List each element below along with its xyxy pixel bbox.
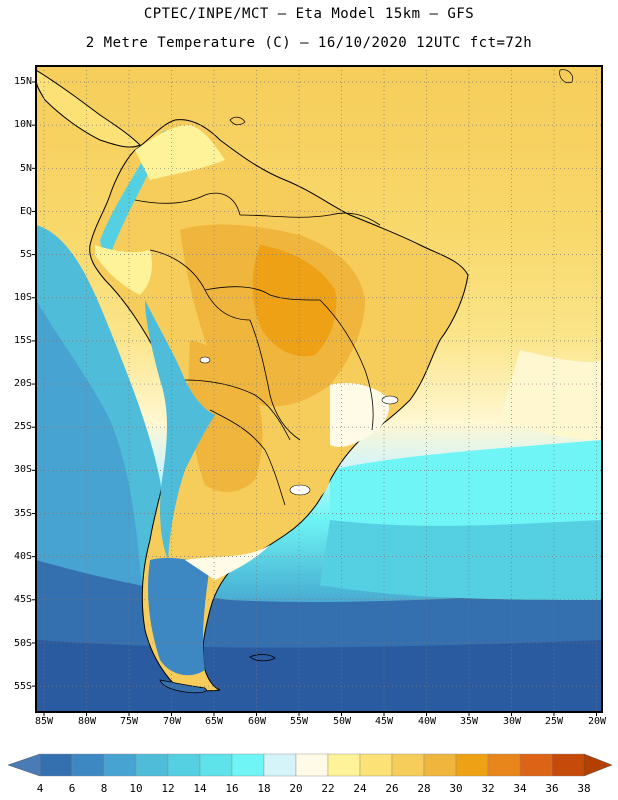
lat-label: 15S — [13, 335, 32, 346]
lat-label: 35S — [13, 508, 32, 519]
colorbar-swatch — [327, 753, 361, 777]
lon-label: 85W — [34, 716, 54, 727]
lat-label: 20S — [13, 378, 32, 389]
colorbar-label: 26 — [385, 782, 399, 795]
colorbar-label: 28 — [417, 782, 431, 795]
colorbar-swatch — [551, 753, 585, 777]
colorbar — [7, 753, 613, 777]
map-title: CPTEC/INPE/MCT – Eta Model 15km – GFS — [143, 6, 475, 22]
colorbar-arrow-left — [7, 753, 41, 777]
colorbar-label: 22 — [321, 782, 335, 795]
lon-label: 25W — [544, 716, 564, 727]
colorbar-swatch — [487, 753, 521, 777]
lon-label: 40W — [417, 716, 437, 727]
colorbar-swatch — [519, 753, 553, 777]
colorbar-label: 20 — [289, 782, 303, 795]
colorbar-label: 12 — [161, 782, 175, 795]
lon-label: 55W — [289, 716, 309, 727]
colorbar-swatch — [167, 753, 201, 777]
colorbar-label: 30 — [449, 782, 463, 795]
colorbar-label: 18 — [257, 782, 271, 795]
colorbar-label: 6 — [68, 782, 76, 795]
colorbar-swatch — [423, 753, 457, 777]
lon-label: 65W — [204, 716, 224, 727]
lon-label: 35W — [459, 716, 479, 727]
map-frame — [35, 65, 603, 713]
lon-label: 45W — [374, 716, 394, 727]
map-field — [36, 66, 602, 712]
colorbar-label: 34 — [513, 782, 527, 795]
colorbar-swatch — [295, 753, 329, 777]
lon-label: 50W — [332, 716, 352, 727]
colorbar-swatch — [39, 753, 73, 777]
lat-label: 30S — [13, 464, 32, 475]
lat-label: 15N — [13, 76, 32, 87]
colorbar-label: 24 — [353, 782, 367, 795]
colorbar-label: 14 — [193, 782, 207, 795]
lat-label: 55S — [13, 681, 32, 692]
lat-label: 40S — [13, 551, 32, 562]
colorbar-swatch — [103, 753, 137, 777]
colorbar-label: 32 — [481, 782, 495, 795]
colorbar-swatch — [391, 753, 425, 777]
colorbar-swatch — [263, 753, 297, 777]
colorbar-swatch — [199, 753, 233, 777]
lat-label: 5N — [19, 163, 32, 174]
colorbar-label: 4 — [36, 782, 44, 795]
lon-label: 80W — [77, 716, 97, 727]
lat-label: 25S — [13, 421, 32, 432]
colorbar-label: 36 — [545, 782, 559, 795]
lon-label: 60W — [247, 716, 267, 727]
colorbar-swatch — [135, 753, 169, 777]
colorbar-label: 16 — [225, 782, 239, 795]
lon-label: 20W — [587, 716, 607, 727]
lon-label: 70W — [162, 716, 182, 727]
colorbar-swatch — [455, 753, 489, 777]
lat-label: EQ — [19, 206, 32, 217]
lat-label: 10N — [13, 119, 32, 130]
map-subtitle: 2 Metre Temperature (C) – 16/10/2020 12U… — [85, 35, 533, 51]
colorbar-arrow-right — [583, 753, 613, 777]
lon-label: 75W — [119, 716, 139, 727]
lat-label: 50S — [13, 638, 32, 649]
lat-label: 10S — [13, 292, 32, 303]
lon-label: 30W — [502, 716, 522, 727]
colorbar-swatch — [71, 753, 105, 777]
colorbar-swatch — [231, 753, 265, 777]
colorbar-label: 10 — [129, 782, 143, 795]
colorbar-swatch — [359, 753, 393, 777]
lat-label: 45S — [13, 594, 32, 605]
colorbar-label: 8 — [100, 782, 108, 795]
lat-label: 5S — [19, 249, 32, 260]
colorbar-label: 38 — [577, 782, 591, 795]
